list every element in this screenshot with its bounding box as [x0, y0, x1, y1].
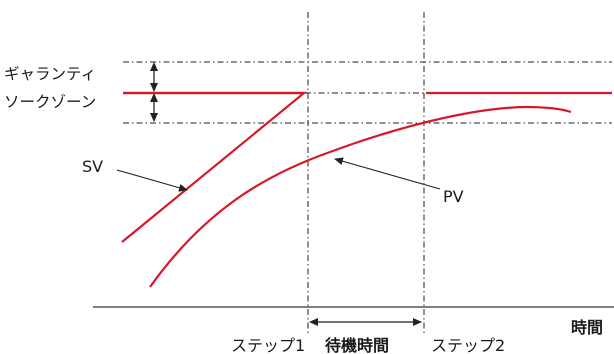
guarantee-label-line2: ソークゾーン [4, 93, 96, 111]
guarantee-label-line1: ギャランティ [4, 65, 96, 83]
sv-pointer-arrow [116, 169, 188, 192]
sv-curve [121, 91, 308, 243]
step2-label: ステップ2 [431, 336, 505, 354]
time-axis-label: 時間 [571, 318, 603, 337]
step1-label: ステップ1 [231, 336, 305, 354]
pv-pointer-arrow [334, 157, 441, 190]
pv-curve [149, 105, 572, 288]
wait-time-label: 待機時間 [325, 336, 389, 354]
sv-label: SV [82, 157, 103, 176]
pv-label: PV [443, 187, 464, 206]
